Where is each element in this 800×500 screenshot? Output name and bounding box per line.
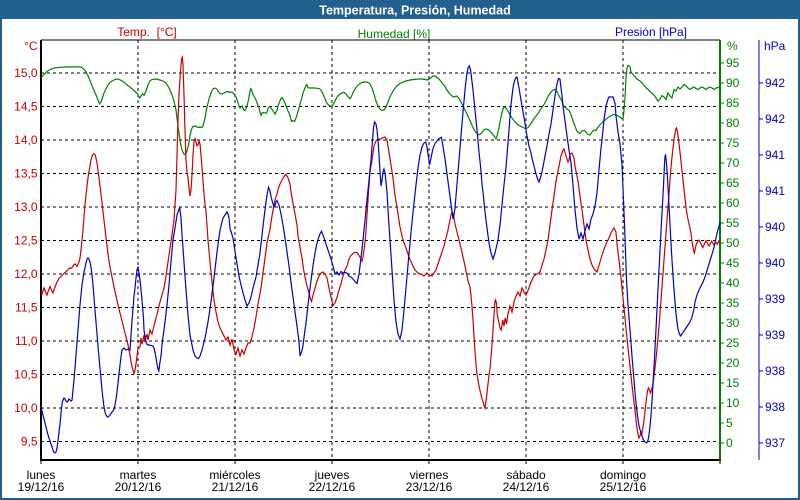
svg-text:70: 70 <box>726 156 740 170</box>
svg-text:10,5: 10,5 <box>14 368 38 382</box>
svg-text:0: 0 <box>726 436 733 450</box>
svg-text:939: 939 <box>765 292 785 306</box>
svg-text:941: 941 <box>765 184 785 198</box>
svg-text:Humedad [%]: Humedad [%] <box>358 27 431 41</box>
svg-text:20/12/16: 20/12/16 <box>115 480 162 494</box>
svg-text:45: 45 <box>726 256 740 270</box>
svg-text:martes: martes <box>120 468 157 482</box>
svg-text:942: 942 <box>765 76 785 90</box>
svg-text:19/12/16: 19/12/16 <box>18 480 65 494</box>
svg-text:25: 25 <box>726 336 740 350</box>
svg-text:35: 35 <box>726 296 740 310</box>
svg-text:11,5: 11,5 <box>15 301 38 315</box>
svg-text:938: 938 <box>765 364 785 378</box>
svg-text:60: 60 <box>726 196 740 210</box>
svg-text:942: 942 <box>765 112 785 126</box>
svg-text:sábado: sábado <box>506 468 546 482</box>
svg-text:941: 941 <box>765 148 785 162</box>
svg-text:miércoles: miércoles <box>209 468 260 482</box>
svg-text:50: 50 <box>726 236 740 250</box>
svg-text:11,0: 11,0 <box>15 334 38 348</box>
svg-text:hPa: hPa <box>764 39 786 53</box>
svg-text:13,5: 13,5 <box>14 167 38 181</box>
svg-text:10,0: 10,0 <box>14 401 38 415</box>
svg-text:20: 20 <box>726 356 740 370</box>
svg-text:5: 5 <box>726 416 733 430</box>
svg-text:10: 10 <box>726 396 740 410</box>
svg-text:jueves: jueves <box>314 468 350 482</box>
svg-text:13,0: 13,0 <box>14 200 38 214</box>
svg-text:25/12/16: 25/12/16 <box>600 480 647 494</box>
svg-text:viernes: viernes <box>410 468 449 482</box>
svg-text:75: 75 <box>726 136 740 150</box>
svg-text:939: 939 <box>765 328 785 342</box>
svg-text:937: 937 <box>765 436 785 450</box>
svg-text:23/12/16: 23/12/16 <box>406 480 453 494</box>
svg-text:14,5: 14,5 <box>14 100 38 114</box>
svg-text:°C: °C <box>24 39 38 53</box>
svg-text:Presión [hPa]: Presión [hPa] <box>615 25 687 39</box>
svg-text:22/12/16: 22/12/16 <box>309 480 356 494</box>
svg-text:40: 40 <box>726 276 740 290</box>
svg-text:Temp. [°C]: Temp. [°C] <box>117 25 176 39</box>
svg-text:65: 65 <box>726 176 740 190</box>
svg-text:15: 15 <box>726 376 740 390</box>
svg-text:21/12/16: 21/12/16 <box>212 480 259 494</box>
svg-text:80: 80 <box>726 116 740 130</box>
svg-text:14,0: 14,0 <box>14 133 38 147</box>
svg-text:15,0: 15,0 <box>14 66 38 80</box>
svg-text:12,5: 12,5 <box>14 234 38 248</box>
svg-text:%: % <box>727 39 738 53</box>
svg-text:938: 938 <box>765 400 785 414</box>
svg-text:9,5: 9,5 <box>21 435 38 449</box>
svg-text:domingo: domingo <box>600 468 646 482</box>
svg-text:30: 30 <box>726 316 740 330</box>
svg-text:940: 940 <box>765 256 785 270</box>
svg-text:12,0: 12,0 <box>14 267 38 281</box>
svg-text:55: 55 <box>726 216 740 230</box>
svg-text:24/12/16: 24/12/16 <box>503 480 550 494</box>
svg-text:Temperatura, Presión, Humedad: Temperatura, Presión, Humedad <box>319 4 511 18</box>
svg-text:lunes: lunes <box>27 468 56 482</box>
svg-text:940: 940 <box>765 220 785 234</box>
svg-text:85: 85 <box>726 96 740 110</box>
svg-text:90: 90 <box>726 76 740 90</box>
svg-text:95: 95 <box>726 56 740 70</box>
